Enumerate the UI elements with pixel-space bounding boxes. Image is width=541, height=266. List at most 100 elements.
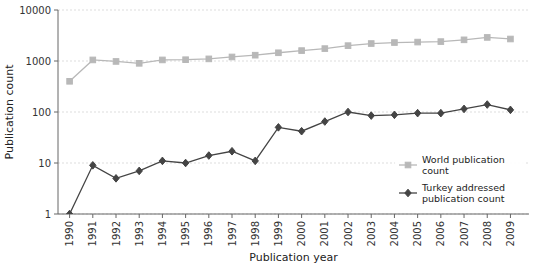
x-tick xyxy=(371,214,372,218)
point xyxy=(299,48,305,54)
point xyxy=(229,54,235,60)
point xyxy=(159,157,165,165)
grid-line xyxy=(58,10,529,11)
legend-label: World publicationcount xyxy=(422,154,505,176)
point xyxy=(113,175,119,183)
point xyxy=(113,59,119,65)
x-tick xyxy=(69,214,70,218)
x-tick xyxy=(255,214,256,218)
x-tick xyxy=(440,214,441,218)
point xyxy=(182,159,188,167)
x-tick xyxy=(487,214,488,218)
x-tick xyxy=(208,214,209,218)
point xyxy=(484,101,490,109)
background xyxy=(0,0,541,266)
x-tick xyxy=(348,214,349,218)
legend-label-line: Turkey addressed xyxy=(421,182,505,193)
point xyxy=(322,118,328,126)
point xyxy=(206,56,212,62)
point xyxy=(136,61,142,67)
x-tick-label: 2000 xyxy=(296,221,307,246)
x-tick-label: 2002 xyxy=(343,221,354,246)
x-tick-label: 1992 xyxy=(111,221,122,246)
x-tick-label: 2004 xyxy=(389,221,400,246)
legend-label-line: count xyxy=(422,165,449,176)
point xyxy=(484,35,490,41)
point xyxy=(438,109,444,117)
y-tick xyxy=(54,61,58,62)
x-tick-label: 1996 xyxy=(203,221,214,246)
x-tick-label: 1997 xyxy=(227,221,238,246)
point xyxy=(508,36,514,42)
chart: 1101001000100001990199119921993199419951… xyxy=(0,0,541,266)
point xyxy=(368,41,374,47)
series xyxy=(67,35,513,84)
point xyxy=(252,157,258,165)
y-tick-label: 10 xyxy=(38,158,51,169)
x-tick xyxy=(139,214,140,218)
x-tick-label: 1991 xyxy=(87,221,98,246)
x-axis-label: Publication year xyxy=(249,251,338,264)
y-axis-label: Publication count xyxy=(3,64,16,160)
point xyxy=(252,52,258,58)
y-tick xyxy=(54,10,58,11)
point xyxy=(66,210,72,214)
point xyxy=(414,109,420,117)
x-tick-label: 2001 xyxy=(319,221,330,246)
x-tick xyxy=(162,214,163,218)
y-tick xyxy=(54,163,58,164)
point xyxy=(90,162,96,170)
x-tick-label: 2005 xyxy=(412,221,423,246)
x-tick xyxy=(417,214,418,218)
point xyxy=(368,112,374,120)
point xyxy=(90,57,96,63)
grid-line xyxy=(58,214,529,215)
point xyxy=(275,124,281,132)
x-tick xyxy=(232,214,233,218)
x-tick-label: 2008 xyxy=(482,221,493,246)
point xyxy=(298,127,304,135)
legend-label-line: publication count xyxy=(422,193,505,204)
x-tick xyxy=(510,214,511,218)
point xyxy=(438,39,444,45)
x-tick xyxy=(324,214,325,218)
series-line xyxy=(70,105,511,214)
series xyxy=(66,101,513,214)
axes: 1101001000100001990199119921993199419951… xyxy=(19,5,529,247)
legend: World publicationcount Turkey addressedpu… xyxy=(395,150,525,208)
point xyxy=(392,40,398,46)
y-tick-label: 1 xyxy=(45,209,51,220)
point xyxy=(461,37,467,43)
x-tick-label: 1998 xyxy=(250,221,261,246)
point xyxy=(160,57,166,63)
x-tick-label: 2007 xyxy=(459,221,470,246)
x-axis-line xyxy=(58,214,529,215)
point xyxy=(345,43,351,49)
legend-label-line: World publication xyxy=(422,154,505,165)
x-tick-label: 2003 xyxy=(366,221,377,246)
x-tick xyxy=(92,214,93,218)
y-tick-label: 1000 xyxy=(26,56,51,67)
x-tick-label: 2009 xyxy=(505,221,516,246)
x-tick-label: 1994 xyxy=(157,221,168,246)
y-tick-label: 10000 xyxy=(19,5,51,16)
legend-label: Turkey addressedpublication count xyxy=(421,182,505,204)
legend-marker xyxy=(405,162,411,168)
point xyxy=(322,46,328,52)
x-tick xyxy=(464,214,465,218)
y-tick xyxy=(54,214,58,215)
x-tick xyxy=(185,214,186,218)
grid-line xyxy=(58,112,529,113)
x-tick-label: 1999 xyxy=(273,221,284,246)
series-line xyxy=(70,37,511,81)
y-axis-line xyxy=(58,10,59,214)
point xyxy=(276,50,282,56)
x-tick xyxy=(116,214,117,218)
legend-marker xyxy=(405,189,411,197)
x-tick-label: 1990 xyxy=(64,221,75,246)
y-tick-label: 100 xyxy=(32,107,51,118)
point xyxy=(229,147,235,155)
point xyxy=(415,39,421,45)
x-tick-label: 2006 xyxy=(435,221,446,246)
point xyxy=(391,111,397,119)
